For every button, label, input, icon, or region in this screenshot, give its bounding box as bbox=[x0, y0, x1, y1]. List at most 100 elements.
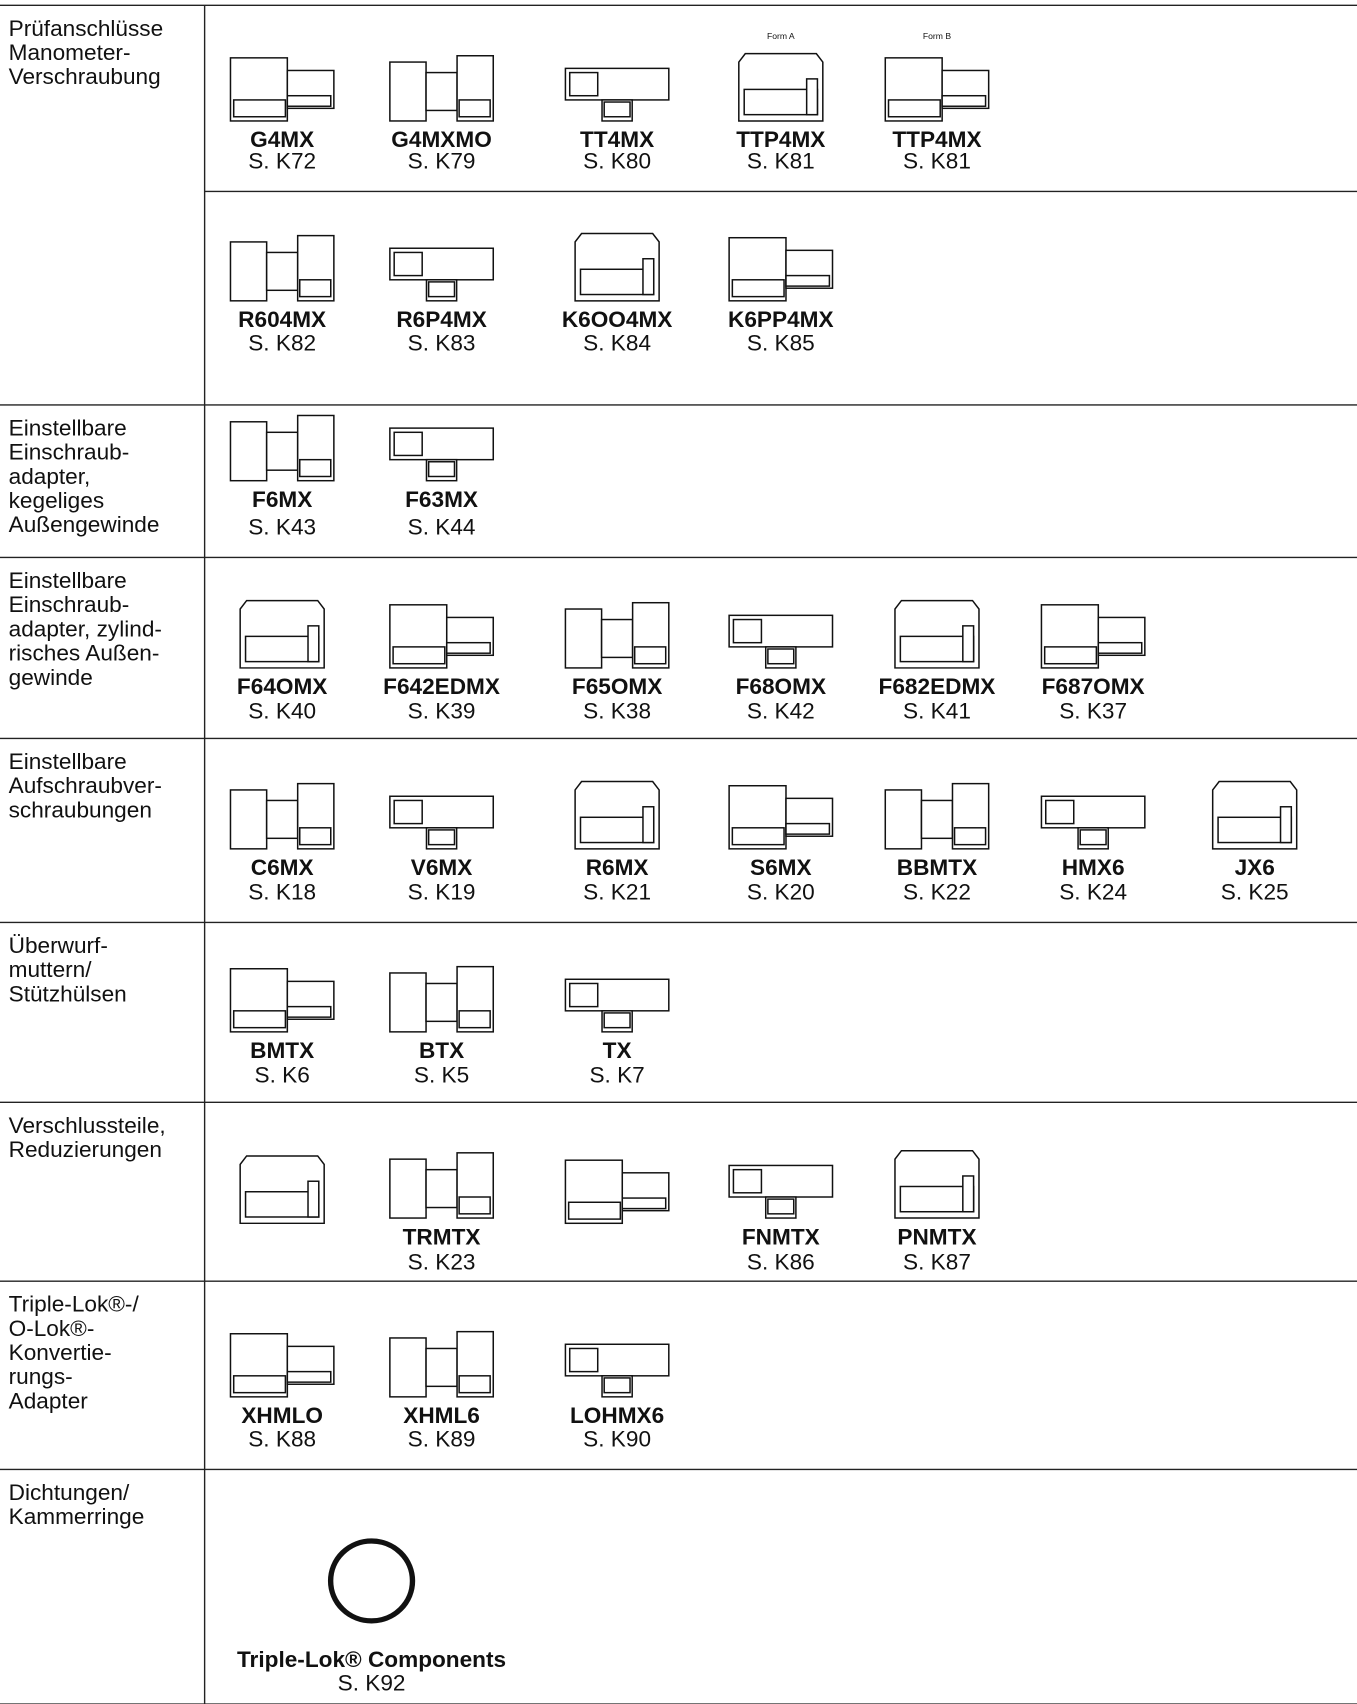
fitting-drawing bbox=[389, 55, 495, 122]
fitting-drawing bbox=[229, 968, 335, 1033]
nut bbox=[229, 421, 268, 482]
thread bbox=[899, 1185, 975, 1213]
body bbox=[265, 431, 299, 471]
item-page: S. K79 bbox=[408, 149, 476, 174]
item-code: TT4MX bbox=[580, 127, 654, 152]
thread bbox=[743, 88, 819, 116]
form-note: Form A bbox=[767, 31, 795, 41]
item-code: JX6 bbox=[1235, 855, 1275, 880]
item-page: S. K18 bbox=[248, 880, 316, 905]
section-title-line: kegeliges bbox=[9, 488, 105, 513]
nut bbox=[229, 789, 268, 850]
item-page: S. K86 bbox=[747, 1250, 815, 1275]
hatch bbox=[307, 1180, 320, 1218]
thread bbox=[392, 646, 446, 665]
section-title-line: Prüfanschlüsse bbox=[9, 16, 164, 41]
item-code: HMX6 bbox=[1062, 855, 1125, 880]
fitting-drawing bbox=[728, 614, 834, 669]
hatch bbox=[941, 94, 987, 107]
item-code: G4MX bbox=[250, 127, 314, 152]
hatch bbox=[1097, 641, 1143, 654]
hatch bbox=[298, 458, 332, 478]
hatch bbox=[286, 94, 332, 107]
item-code: F687OMX bbox=[1042, 674, 1145, 699]
hatch bbox=[286, 1005, 332, 1018]
section-title-line: Aufschraubver- bbox=[9, 773, 162, 798]
hatch bbox=[603, 101, 631, 118]
item-code: F64OMX bbox=[237, 674, 328, 699]
section-title-line: Kammerringe bbox=[9, 1504, 145, 1529]
thread bbox=[568, 71, 599, 97]
fitting-drawing bbox=[564, 978, 670, 1033]
section-title-line: rungs- bbox=[9, 1364, 73, 1389]
item-code: R604MX bbox=[238, 307, 326, 332]
item-page: S. K41 bbox=[903, 699, 971, 724]
thread bbox=[393, 431, 423, 457]
fitting-drawing bbox=[389, 1152, 495, 1219]
nut bbox=[389, 1337, 427, 1398]
item-page: S. K38 bbox=[583, 699, 651, 724]
fitting-drawing bbox=[1211, 780, 1298, 850]
item-page: S. K43 bbox=[248, 515, 316, 540]
item-page: S. K82 bbox=[248, 331, 316, 356]
fitting-drawing bbox=[239, 599, 325, 669]
item-page: S. K83 bbox=[408, 331, 476, 356]
thread bbox=[244, 1191, 320, 1218]
hatch bbox=[633, 646, 667, 665]
item-page: S. K42 bbox=[747, 699, 815, 724]
item-page: S. K25 bbox=[1221, 880, 1289, 905]
item-code: FNMTX bbox=[742, 1225, 820, 1250]
item-code: S6MX bbox=[750, 855, 812, 880]
item-page: S. K88 bbox=[248, 1427, 316, 1452]
fitting-drawing bbox=[728, 1164, 834, 1219]
item-code: G4MXMO bbox=[391, 127, 491, 152]
hatch bbox=[445, 641, 491, 654]
thread bbox=[732, 1168, 763, 1194]
thread bbox=[887, 99, 941, 118]
item-page: S. K22 bbox=[903, 880, 971, 905]
item-code: BTX bbox=[419, 1038, 464, 1063]
hatch bbox=[621, 1197, 667, 1210]
thread bbox=[232, 1010, 287, 1029]
ring-drawing bbox=[327, 1538, 416, 1624]
thread bbox=[568, 1347, 599, 1373]
nut bbox=[389, 972, 427, 1033]
hatch bbox=[427, 461, 456, 478]
thread bbox=[1043, 646, 1098, 665]
section-title-line: Einschraub- bbox=[9, 592, 130, 617]
thread bbox=[731, 279, 785, 298]
hatch bbox=[785, 274, 831, 287]
item-code: K6PP4MX bbox=[728, 307, 834, 332]
item-code: F642EDMX bbox=[383, 674, 500, 699]
section-title-line: Einstellbare bbox=[9, 568, 127, 593]
item-code: R6P4MX bbox=[396, 307, 487, 332]
section-title-line: Überwurf- bbox=[9, 933, 108, 958]
item-page: S. K6 bbox=[255, 1063, 310, 1088]
fitting-drawing bbox=[894, 1149, 980, 1219]
thread bbox=[579, 268, 655, 296]
fitting-drawing bbox=[738, 52, 824, 122]
thread bbox=[579, 816, 655, 844]
item-page: S. K23 bbox=[408, 1250, 476, 1275]
hatch bbox=[458, 1010, 491, 1029]
fitting-drawing bbox=[564, 67, 670, 122]
item-code: BBMTX bbox=[897, 855, 977, 880]
hatch bbox=[458, 1375, 491, 1394]
section-title-line: Außengewinde bbox=[9, 512, 160, 537]
hatch bbox=[962, 1175, 975, 1213]
item-page: S. K92 bbox=[338, 1671, 406, 1696]
fitting-drawing bbox=[229, 234, 335, 302]
fitting-drawing bbox=[728, 784, 834, 850]
item-page: S. K21 bbox=[583, 880, 651, 905]
fitting-drawing bbox=[894, 599, 980, 669]
thread bbox=[568, 982, 599, 1008]
item-code: BMTX bbox=[250, 1038, 314, 1063]
body bbox=[265, 251, 299, 292]
nut bbox=[884, 789, 923, 850]
item-code: V6MX bbox=[411, 855, 473, 880]
body bbox=[920, 799, 954, 840]
hatch bbox=[427, 829, 456, 846]
item-code: TTP4MX bbox=[736, 127, 825, 152]
hatch bbox=[767, 648, 795, 665]
